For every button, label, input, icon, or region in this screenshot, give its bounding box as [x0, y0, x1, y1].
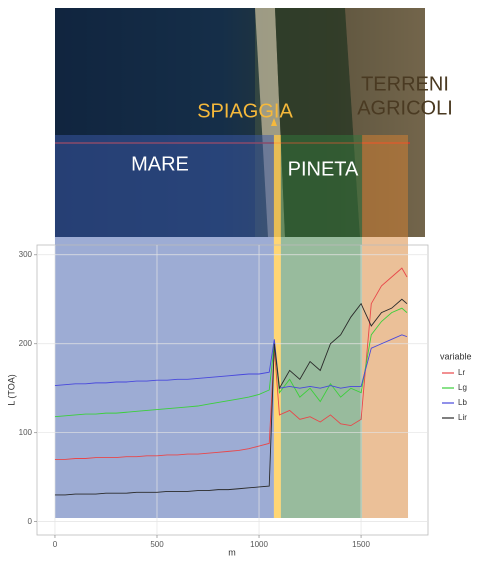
region-band [362, 135, 409, 518]
region-label: MARE [131, 153, 189, 175]
x-tick-label: 1000 [250, 540, 268, 549]
legend-label: Lr [458, 368, 465, 377]
legend-label: Lb [458, 398, 467, 407]
legend-label: Lir [458, 413, 467, 422]
region-band [273, 135, 281, 518]
region-label: SPIAGGIA [197, 100, 293, 122]
legend-label: Lg [458, 383, 467, 392]
region-label: PINETA [288, 158, 359, 180]
region-band [54, 135, 274, 518]
x-tick-label: 0 [53, 540, 58, 549]
y-tick-label: 100 [19, 428, 33, 437]
y-tick-label: 300 [19, 250, 33, 259]
x-tick-label: 1500 [352, 540, 370, 549]
plot-border [36, 244, 429, 536]
y-tick-label: 0 [28, 517, 33, 526]
series-line [54, 307, 408, 418]
region-label: TERRENI [361, 73, 449, 95]
y-axis-title: L (TOA) [6, 374, 16, 406]
legend-title: variable [440, 351, 472, 361]
x-tick-label: 500 [150, 540, 164, 549]
series-line [54, 267, 408, 460]
region-band [280, 135, 363, 518]
x-axis-title: m [228, 547, 236, 557]
y-tick-label: 200 [19, 339, 33, 348]
regions [54, 135, 409, 518]
grid [37, 245, 428, 535]
series-line [54, 298, 408, 496]
series-line [54, 334, 408, 389]
region-label: AGRICOLI [357, 97, 453, 119]
